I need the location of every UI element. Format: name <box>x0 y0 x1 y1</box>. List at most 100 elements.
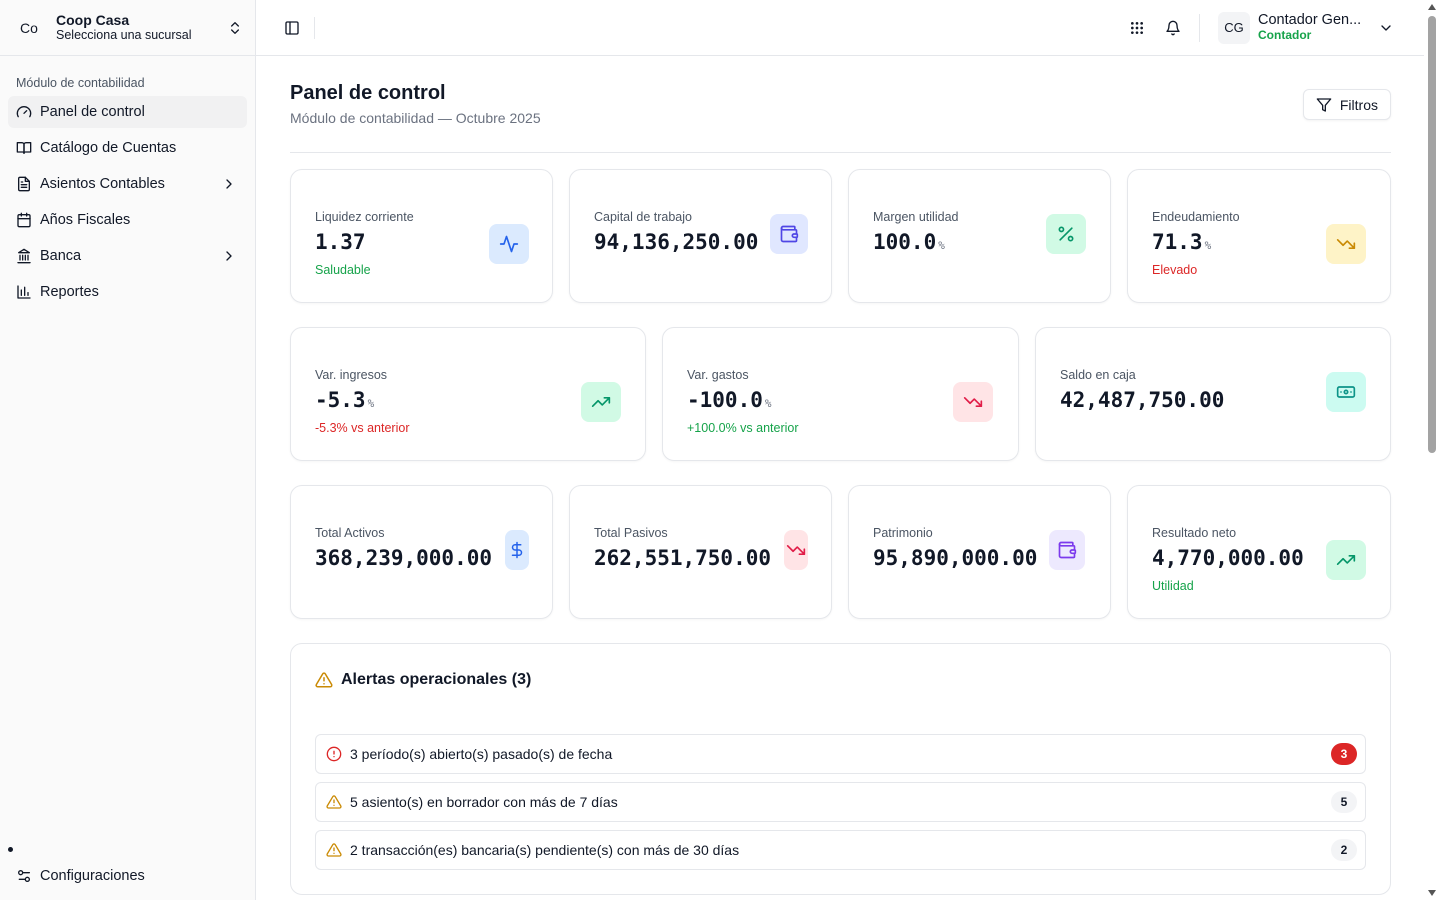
kpi-card-patrimonio: Patrimonio 95,890,000.00 <box>848 485 1111 619</box>
kpi-icon-badge <box>505 530 529 570</box>
scroll-up-arrow[interactable] <box>1428 4 1436 10</box>
alert-count-badge: 5 <box>1331 791 1357 813</box>
sidebar-item-label: Panel de control <box>40 104 145 120</box>
alert-text: 2 transacción(es) bancaria(s) pendiente(… <box>350 842 740 858</box>
kpi-card-capital: Capital de trabajo 94,136,250.00 <box>569 169 832 303</box>
alert-item-periodos[interactable]: 3 período(s) abierto(s) pasado(s) de fec… <box>315 734 1366 774</box>
status-dot <box>8 847 13 852</box>
kpi-value-wrap: 100.0% <box>873 230 945 254</box>
kpi-label: Patrimonio <box>873 526 933 540</box>
sidebar-item-label: Asientos Contables <box>40 176 165 192</box>
kpi-value: 100.0 <box>873 230 937 254</box>
page-subtitle: Módulo de contabilidad — Octubre 2025 <box>290 110 541 126</box>
panel-left-icon <box>285 20 299 35</box>
kpi-card-var-ingresos: Var. ingresos -5.3% -5.3% vs anterior <box>290 327 646 461</box>
filters-label: Filtros <box>1339 96 1378 113</box>
chevron-right-icon <box>226 251 232 261</box>
dollar-sign-icon <box>511 541 523 559</box>
kpi-value-wrap: -100.0% <box>687 388 771 412</box>
chevron-down-icon <box>1381 24 1391 31</box>
kpi-card-saldo-caja: Saldo en caja 42,487,750.00 <box>1035 327 1391 461</box>
org-subtitle: Selecciona una sucursal <box>56 28 192 43</box>
kpi-card-margen: Margen utilidad 100.0% <box>848 169 1111 303</box>
kpi-unit: % <box>938 239 945 252</box>
user-text: Contador Gen... Contador <box>1258 12 1370 42</box>
alerts-card: Alertas operacionales (3) 3 período(s) a… <box>290 643 1391 895</box>
kpi-card-total-activos: Total Activos 368,239,000.00 <box>290 485 553 619</box>
org-text: Coop Casa Selecciona una sucursal <box>56 12 227 42</box>
kpi-card-endeudamiento: Endeudamiento 71.3% Elevado <box>1127 169 1391 303</box>
kpi-value: 71.3 <box>1152 230 1203 254</box>
sidebar-item-label: Banca <box>40 248 82 264</box>
user-menu[interactable]: CG Contador Gen... Contador <box>1218 11 1394 44</box>
sidebar-toggle-button[interactable] <box>278 14 306 42</box>
filter-icon <box>1316 97 1332 112</box>
kpi-card-liquidez: Liquidez corriente 1.37 Saludable <box>290 169 553 303</box>
sidebar-item-label: Catálogo de Cuentas <box>40 140 177 156</box>
scrollbar[interactable] <box>1424 0 1440 900</box>
kpi-note: -5.3% vs anterior <box>315 421 410 435</box>
grid-icon <box>1131 21 1143 34</box>
header-divider <box>314 16 315 39</box>
alert-circle-icon <box>326 746 342 762</box>
scroll-thumb[interactable] <box>1428 16 1436 453</box>
kpi-unit: % <box>764 397 772 410</box>
sidebar-item-reportes[interactable]: Reportes <box>8 276 247 308</box>
kpi-value: 95,890,000.00 <box>873 546 1038 570</box>
alert-count-badge: 3 <box>1331 743 1357 765</box>
alerts-title: Alertas operacionales (3) <box>315 671 531 689</box>
bar-chart-icon <box>17 285 31 299</box>
banknote-icon <box>1336 386 1356 398</box>
activity-icon <box>499 235 519 253</box>
notifications-button[interactable] <box>1157 12 1189 44</box>
kpi-note: Utilidad <box>1152 579 1194 593</box>
sidebar: Co Coop Casa Selecciona una sucursal Mód… <box>0 0 256 900</box>
alert-count-badge: 2 <box>1331 839 1357 861</box>
kpi-value-wrap: -5.3% <box>315 388 374 412</box>
kpi-card-resultado-neto: Resultado neto 4,770,000.00 Utilidad <box>1127 485 1391 619</box>
sidebar-item-label: Años Fiscales <box>40 212 131 228</box>
alert-triangle-icon <box>326 795 342 809</box>
sidebar-item-configuraciones[interactable]: Configuraciones <box>8 860 247 892</box>
kpi-label: Total Pasivos <box>594 526 668 540</box>
page-title: Panel de control <box>290 82 446 104</box>
header-divider <box>1199 13 1200 42</box>
trending-down-icon <box>1336 239 1356 249</box>
sidebar-item-catalogo-de-cuentas[interactable]: Catálogo de Cuentas <box>8 132 247 164</box>
sidebar-item-label: Configuraciones <box>40 868 145 884</box>
kpi-note: Elevado <box>1152 263 1198 277</box>
kpi-icon-badge <box>1046 214 1086 254</box>
main-content: Panel de control Módulo de contabilidad … <box>290 56 1391 895</box>
alert-item-transacciones[interactable]: 2 transacción(es) bancaria(s) pendiente(… <box>315 830 1366 870</box>
kpi-value: 94,136,250.00 <box>594 230 759 254</box>
trending-down-icon <box>963 397 983 407</box>
apps-button[interactable] <box>1121 12 1153 44</box>
kpi-label: Var. ingresos <box>315 368 388 382</box>
trending-down-icon <box>786 545 806 555</box>
sidebar-item-asientos-contables[interactable]: Asientos Contables <box>8 168 247 200</box>
landmark-icon <box>17 248 31 264</box>
wallet-icon <box>1058 541 1077 559</box>
kpi-label: Var. gastos <box>687 368 749 382</box>
alert-text: 3 período(s) abierto(s) pasado(s) de fec… <box>350 746 613 762</box>
filters-button[interactable]: Filtros <box>1302 89 1391 120</box>
chevron-right-icon <box>226 179 232 189</box>
kpi-icon-badge <box>1326 540 1366 580</box>
scroll-down-arrow[interactable] <box>1428 890 1436 896</box>
sidebar-item-anos-fiscales[interactable]: Años Fiscales <box>8 204 247 236</box>
alert-text: 5 asiento(s) en borrador con más de 7 dí… <box>350 794 618 810</box>
kpi-icon-badge <box>784 530 808 570</box>
alert-triangle-icon <box>326 843 342 857</box>
top-header: CG Contador Gen... Contador <box>256 0 1424 56</box>
sidebar-item-panel-de-control[interactable]: Panel de control <box>8 96 247 128</box>
percent-icon <box>1058 226 1074 242</box>
bell-icon <box>1166 20 1180 35</box>
kpi-icon-badge <box>953 382 993 422</box>
sidebar-item-banca[interactable]: Banca <box>8 240 247 272</box>
alert-item-asientos[interactable]: 5 asiento(s) en borrador con más de 7 dí… <box>315 782 1366 822</box>
kpi-icon-badge <box>1326 372 1366 412</box>
organization-switcher[interactable]: Co Coop Casa Selecciona una sucursal <box>0 0 255 56</box>
kpi-unit: % <box>1204 239 1212 252</box>
kpi-label: Capital de trabajo <box>594 210 692 224</box>
kpi-value: -100.0 <box>687 388 763 412</box>
